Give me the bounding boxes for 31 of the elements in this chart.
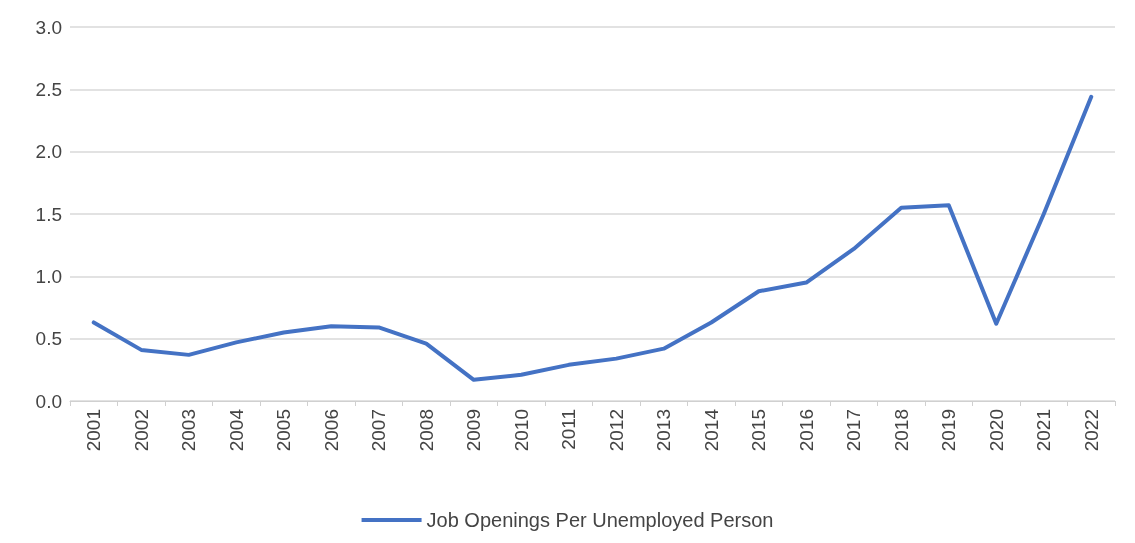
line-series: [91, 94, 1094, 382]
x-tick-label: 2010: [510, 409, 532, 452]
x-tick-label: 2007: [368, 409, 390, 452]
x-tick-label: 2002: [130, 409, 152, 452]
x-tick-label: 2006: [320, 409, 342, 452]
y-tick-label: 2.0: [35, 141, 62, 163]
x-tick-label: 2001: [83, 409, 105, 452]
y-tick-label: 0.5: [35, 328, 62, 350]
x-tick-label: 2011: [558, 409, 580, 450]
x-tick-label: 2004: [225, 408, 247, 452]
x-tick-label: 2022: [1080, 409, 1102, 452]
x-tick-label: 2016: [795, 409, 817, 452]
x-tick-label: 2014: [700, 408, 722, 452]
x-tick-label: 2021: [1033, 409, 1055, 452]
y-tick-label: 1.5: [35, 203, 62, 225]
x-tick-label: 2017: [843, 409, 865, 452]
x-tick-label: 2018: [890, 409, 912, 452]
y-tick-label: 2.5: [35, 78, 62, 100]
x-tick-label: 2020: [985, 409, 1007, 452]
y-tick-label: 3.0: [35, 16, 62, 38]
x-tick-label: 2005: [273, 409, 295, 452]
x-tick-label: 2003: [178, 409, 200, 452]
x-tick-label: 2013: [653, 409, 675, 452]
x-tick-label: 2008: [415, 409, 437, 452]
legend-label: Job Openings Per Unemployed Person: [426, 509, 774, 531]
x-tick-label: 2019: [938, 409, 960, 452]
x-tick-label: 2012: [605, 409, 627, 452]
y-tick-label: 1.0: [35, 265, 62, 287]
x-tick-label: 2015: [748, 409, 770, 452]
y-tick-label: 0.0: [35, 390, 62, 412]
x-tick-label: 2009: [463, 409, 485, 452]
